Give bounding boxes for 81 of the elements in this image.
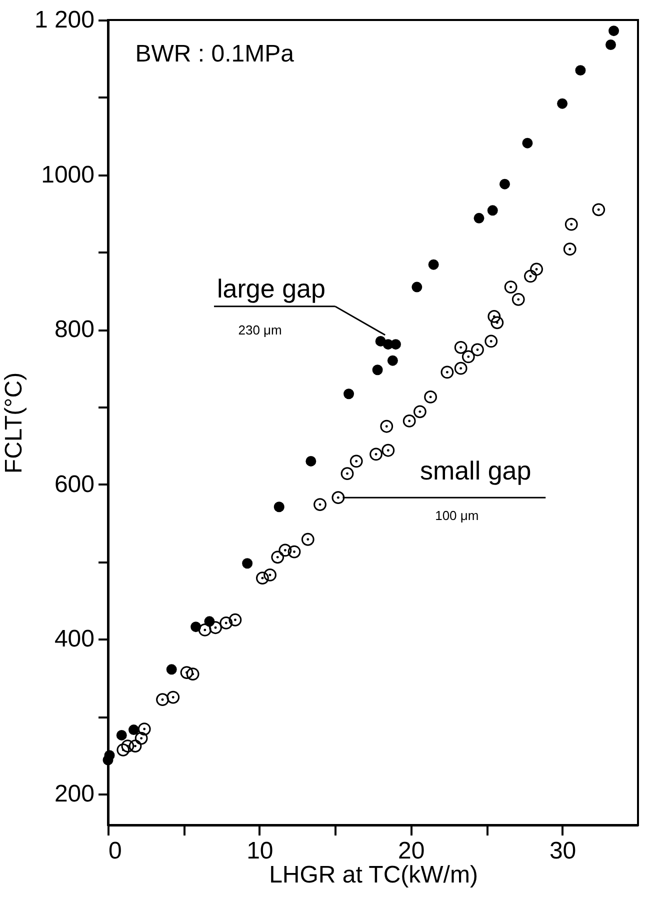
point [484,334,498,348]
point [487,205,498,216]
point [454,340,468,354]
point [372,364,383,376]
point [454,362,468,375]
annotation: 100 μm [435,508,479,524]
point [490,316,504,330]
point [564,218,578,231]
y-tick-label: 800 [54,316,94,344]
point [271,550,284,564]
annotation: small gap [420,455,532,486]
point [121,740,134,752]
point [524,270,537,283]
point [424,390,437,404]
annotation: 230 μm [238,322,282,338]
y-axis-title: FCLT(°C) [0,372,28,474]
point [563,242,576,256]
y-tick-label: 400 [54,626,94,653]
x-tick-label: 0 [108,838,122,864]
annotation: large gap [217,274,326,304]
point [412,282,422,292]
point [474,212,484,224]
point [134,732,148,745]
point [500,178,510,190]
point [387,355,398,366]
point [209,621,222,634]
x-axis-title: LHGR at TC(kW/m) [269,862,478,888]
point [166,690,180,704]
point [608,26,620,36]
point [402,414,416,428]
point [413,405,426,418]
point [274,502,284,512]
point [166,664,177,675]
point [314,498,326,511]
y-tick-label: 200 [54,780,94,808]
point [104,750,115,761]
point [220,616,233,630]
point [278,544,292,557]
x-tick-label: 30 [549,838,576,864]
point [350,454,363,468]
y-tick-label: 1 200 [34,6,94,34]
point [128,740,142,752]
point [228,613,242,626]
annotation: BWR : 0.1MPa [135,40,295,68]
point [440,366,454,379]
point [462,350,475,364]
point [512,292,525,306]
point [116,730,127,740]
point [138,722,151,736]
point [522,138,533,148]
point [504,280,518,294]
point [428,259,439,270]
point [471,343,484,356]
point [344,388,354,400]
point [156,693,169,706]
point [370,448,382,461]
point [575,65,586,76]
point [128,724,139,736]
point [340,467,354,480]
point [390,339,401,350]
point [256,572,269,585]
point [186,668,200,680]
point [606,40,616,50]
point [557,98,568,109]
point [382,444,395,457]
point [592,203,606,216]
point [180,666,194,679]
point [301,532,314,546]
point [242,558,253,569]
x-tick-label: 10 [246,838,274,864]
point [488,310,501,323]
point [198,624,212,636]
point [306,456,316,466]
point [530,262,543,276]
point [264,568,276,582]
y-tick-label: 600 [54,470,94,498]
y-tick-label: 1000 [41,161,94,188]
point [116,743,130,756]
point [288,545,301,558]
x-tick-label: 20 [398,838,425,864]
point [380,420,394,433]
